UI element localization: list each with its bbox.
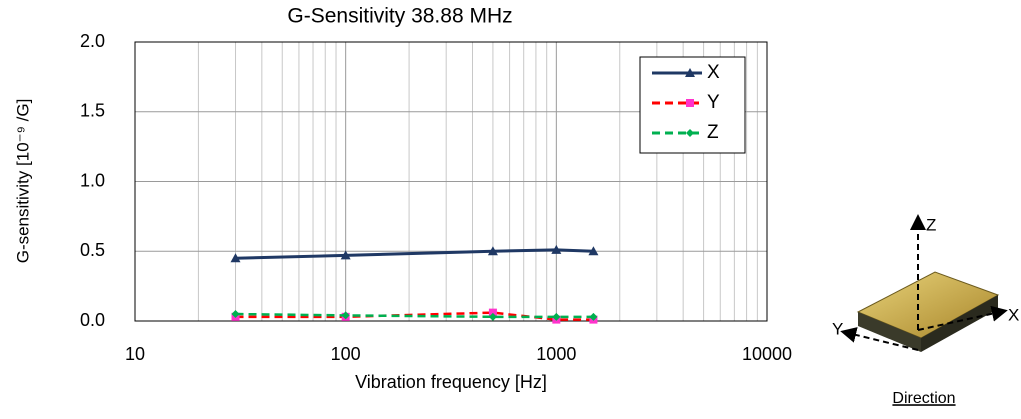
marker: [589, 312, 598, 321]
direction-diagram: Z Y X Direction: [832, 214, 1019, 407]
axis-arrow: [840, 327, 919, 351]
x-tick-label: 1000: [536, 344, 576, 364]
y-tick-label: 0.5: [80, 240, 105, 260]
legend-label: Y: [707, 92, 720, 113]
marker: [686, 129, 694, 137]
marker: [686, 99, 694, 107]
axis-name: Z: [926, 215, 936, 234]
marker: [230, 253, 241, 263]
marker: [231, 310, 240, 319]
marker: [685, 68, 695, 77]
marker: [340, 250, 351, 260]
marker: [488, 312, 497, 321]
marker: [588, 246, 599, 256]
device-side: [921, 295, 998, 352]
y-tick-label: 1.0: [80, 170, 105, 190]
y-tick-label: 2.0: [80, 31, 105, 51]
y-tick-label: 0.0: [80, 310, 105, 330]
marker: [488, 308, 497, 317]
marker: [341, 311, 350, 320]
chart-title: G-Sensitivity 38.88 MHz: [287, 5, 512, 28]
marker: [487, 246, 498, 256]
legend-label: Z: [707, 122, 719, 143]
axis-name: X: [1008, 305, 1019, 324]
y-tick-label: 1.5: [80, 101, 105, 121]
device-side: [858, 312, 921, 352]
legend-label: X: [707, 62, 720, 83]
x-axis-label: Vibration frequency [Hz]: [355, 372, 547, 392]
plot-frame: [134, 41, 768, 322]
x-tick-label: 100: [331, 344, 361, 364]
x-tick-label: 10000: [742, 344, 792, 364]
caption: Direction: [892, 390, 955, 407]
legend: XYZ: [639, 56, 746, 154]
axis-name: Y: [832, 319, 843, 338]
axis-arrow: [917, 305, 1008, 331]
marker: [551, 244, 562, 254]
x-tick-label: 10: [125, 344, 145, 364]
y-axis-label: G-sensitivity [10⁻⁹ /G]: [13, 99, 32, 264]
marker: [552, 312, 561, 321]
